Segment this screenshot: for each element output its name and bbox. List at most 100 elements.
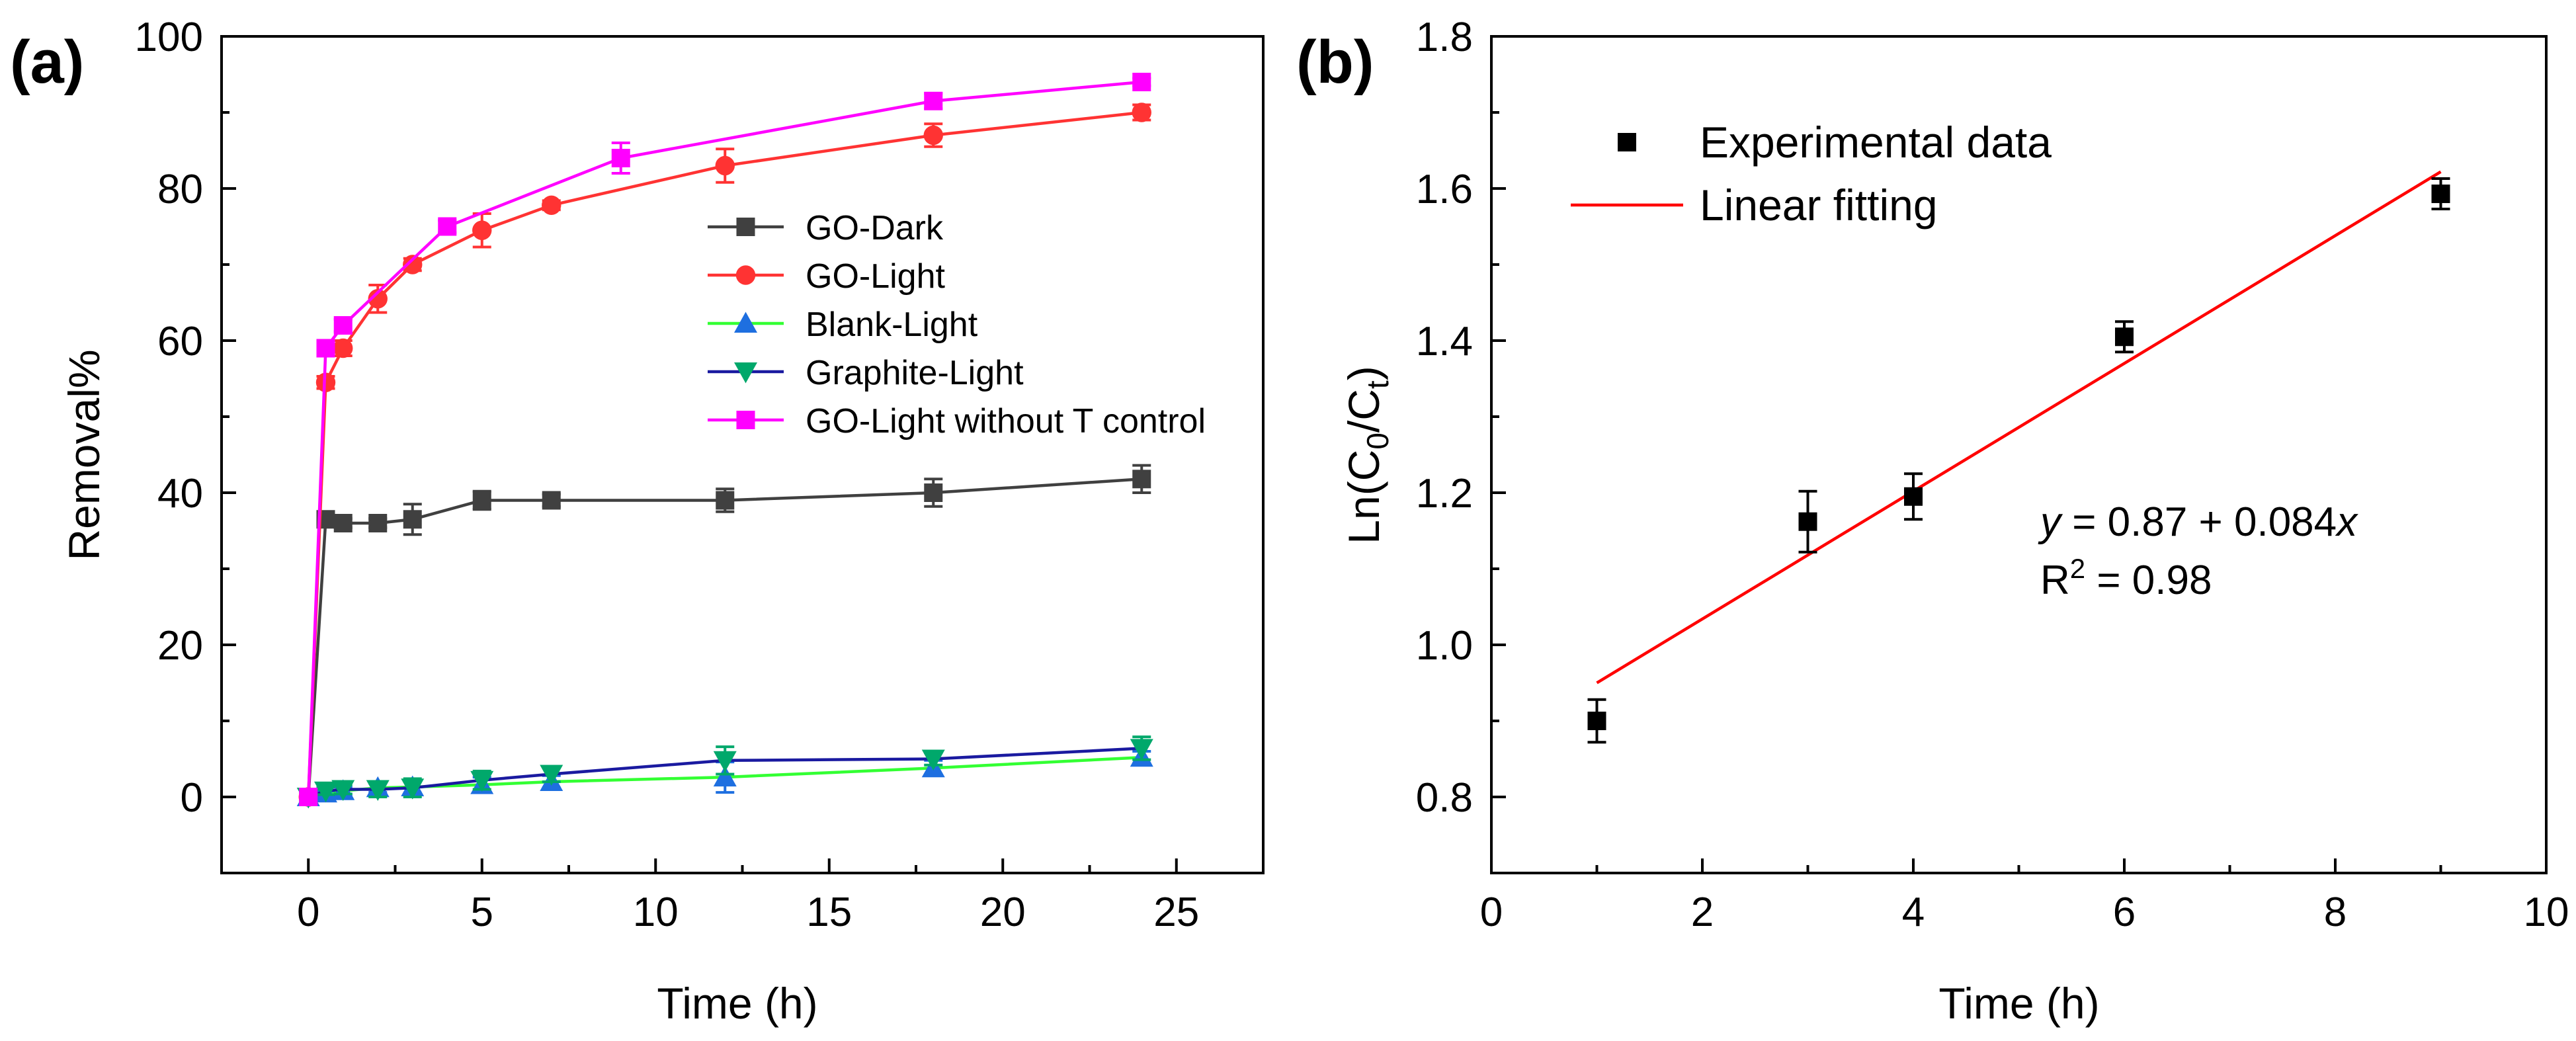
panel-b: (b) 0 2 4 6 8 10 0.81.01.21.41.61.8 Time (h) … xyxy=(1296,15,2569,1028)
panel-a-legend: GO-Dark GO-Light Blank-Light Graphite-Light… xyxy=(708,209,1206,440)
y-tick-label: 1.6 xyxy=(1416,167,1473,212)
panel-b-x-ticks: 0 2 4 6 8 10 xyxy=(1480,858,2569,935)
panel-b-r-squared: R2 = 0.98 xyxy=(2040,553,2212,603)
data-point xyxy=(1132,103,1151,122)
panel-b-x-axis-label: Time (h) xyxy=(1938,979,2099,1028)
y-tick-label: 1.8 xyxy=(1416,15,1473,60)
data-point xyxy=(715,155,735,176)
series-go-light-without-t-control xyxy=(299,73,1151,806)
data-point xyxy=(1904,487,1923,506)
legend-label: GO-Dark xyxy=(806,209,944,247)
panel-a: (a) 0 5 10 15 20 25 0 20 40 60 80 100 Time (h) Rem… xyxy=(10,15,1265,1028)
y-tick-label: 40 xyxy=(157,471,203,517)
r2-prefix: R xyxy=(2040,558,2070,603)
x-tick-label: 25 xyxy=(1153,890,1199,935)
x-tick-label: 2 xyxy=(1691,890,1714,935)
legend-marker xyxy=(734,312,757,333)
panel-a-y-ticks: 0 20 40 60 80 100 xyxy=(135,15,236,821)
legend-marker xyxy=(736,218,755,236)
eq-var-x: x xyxy=(2335,499,2358,545)
data-point xyxy=(368,514,388,532)
panel-b-y-label-main: Ln(C xyxy=(1339,450,1388,544)
data-point xyxy=(924,91,943,110)
data-point xyxy=(924,483,943,502)
linear-fit-line xyxy=(1596,170,2442,685)
y-tick-label: 100 xyxy=(135,15,203,60)
data-point xyxy=(2115,327,2134,347)
panel-b-label: (b) xyxy=(1296,28,1374,96)
x-tick-label: 15 xyxy=(806,890,852,935)
panel-a-label: (a) xyxy=(10,28,84,96)
data-point xyxy=(366,780,390,801)
panel-b-equation: y = 0.87 + 0.084x xyxy=(2038,499,2358,545)
data-point xyxy=(921,749,945,770)
data-point xyxy=(923,125,943,146)
data-point xyxy=(403,255,423,274)
series-graphite-light xyxy=(296,735,1153,809)
data-point xyxy=(713,751,737,772)
legend-marker xyxy=(736,411,755,429)
data-point xyxy=(401,778,425,800)
legend-label: Graphite-Light xyxy=(806,354,1024,392)
r2-suffix: = 0.98 xyxy=(2085,558,2212,603)
data-point xyxy=(472,220,492,240)
y-tick-label: 1.4 xyxy=(1416,319,1473,364)
y-tick-label: 60 xyxy=(157,319,203,364)
x-tick-label: 10 xyxy=(633,890,679,935)
data-point xyxy=(716,491,735,510)
y-tick-label: 80 xyxy=(157,167,203,212)
y-tick-label: 1.2 xyxy=(1416,471,1473,517)
panel-b-plot xyxy=(1587,170,2450,744)
data-point xyxy=(611,149,630,167)
data-point xyxy=(333,316,353,335)
panel-b-y-label-sub0: 0 xyxy=(1360,433,1395,450)
data-point xyxy=(368,289,388,309)
panel-a-plot xyxy=(296,73,1153,809)
data-point xyxy=(542,195,561,215)
panel-a-y-axis-label: Removal% xyxy=(60,349,108,560)
panel-a-x-ticks: 0 5 10 15 20 25 xyxy=(297,858,1199,935)
series-go-light xyxy=(298,103,1151,807)
legend-label: GO-Light without T control xyxy=(806,402,1206,440)
eq-var-y: y xyxy=(2038,499,2063,545)
y-tick-label: 0.8 xyxy=(1416,775,1473,821)
data-point xyxy=(472,491,491,510)
legend-label: GO-Light xyxy=(806,257,946,296)
series-line xyxy=(307,110,1142,798)
x-tick-label: 10 xyxy=(2524,890,2569,935)
panel-b-legend: Experimental data Linear fitting xyxy=(1571,118,2052,229)
data-point xyxy=(438,217,457,236)
panel-b-y-label-subt: t xyxy=(1360,380,1395,389)
data-point xyxy=(314,781,337,803)
x-tick-label: 4 xyxy=(1902,890,1925,935)
data-point xyxy=(331,780,355,801)
x-tick-label: 6 xyxy=(2113,890,2136,935)
legend-marker xyxy=(734,362,757,384)
x-tick-label: 0 xyxy=(297,890,319,935)
data-point xyxy=(540,765,563,786)
panel-b-y-ticks: 0.8 1.0 1.2 1.4 1.6 1.8 xyxy=(1416,15,1506,821)
data-point xyxy=(1130,739,1153,760)
data-point xyxy=(1132,470,1151,489)
data-point xyxy=(2431,185,2450,204)
data-point xyxy=(316,339,335,358)
data-point xyxy=(333,514,353,532)
data-point xyxy=(403,510,422,529)
legend-label: Blank-Light xyxy=(806,306,978,344)
legend-marker xyxy=(1618,133,1636,151)
panel-b-y-axis-label: Ln(C0/Ct) xyxy=(1339,366,1395,544)
data-point xyxy=(333,338,353,358)
data-point xyxy=(1587,712,1606,730)
x-tick-label: 0 xyxy=(1480,890,1503,935)
legend-label: Experimental data xyxy=(1700,118,2052,167)
x-tick-label: 20 xyxy=(980,890,1026,935)
panel-b-y-label-end: ) xyxy=(1339,366,1388,380)
r2-sup: 2 xyxy=(2070,553,2085,584)
data-point xyxy=(713,765,737,787)
panel-a-x-axis-label: Time (h) xyxy=(657,979,817,1028)
data-point xyxy=(1132,73,1151,91)
legend-marker xyxy=(735,265,756,285)
y-tick-label: 0 xyxy=(181,775,203,821)
legend-label: Linear fitting xyxy=(1700,181,1938,229)
